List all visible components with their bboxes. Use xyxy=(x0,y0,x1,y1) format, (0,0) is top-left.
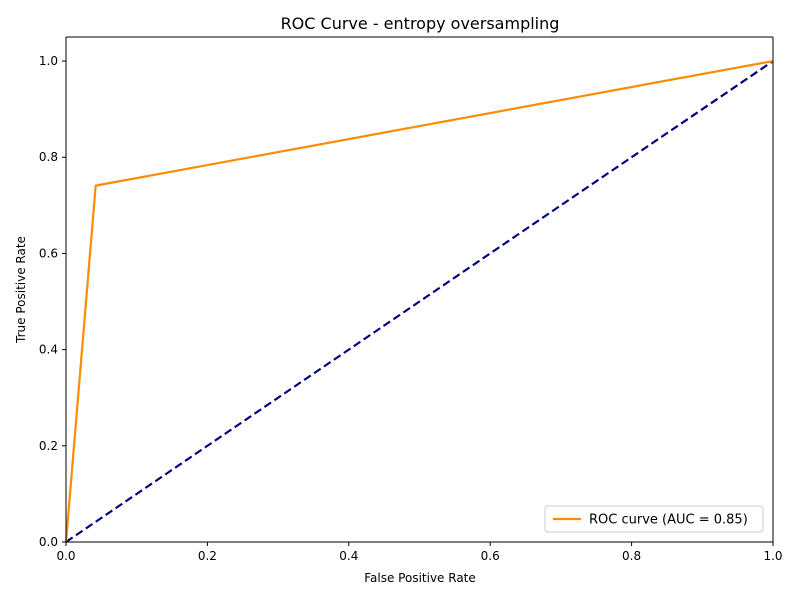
x-tick-label: 0.8 xyxy=(622,549,641,563)
y-tick-label: 0.2 xyxy=(39,439,58,453)
x-tick-label: 0.4 xyxy=(339,549,358,563)
x-axis-label: False Positive Rate xyxy=(364,571,476,585)
y-tick-label: 0.4 xyxy=(39,343,58,357)
y-tick-label: 0.0 xyxy=(39,535,58,549)
series-layer xyxy=(65,59,774,543)
legend: ROC curve (AUC = 0.85) xyxy=(544,505,764,533)
plot-background xyxy=(66,37,773,542)
y-tick-label: 1.0 xyxy=(39,54,58,68)
roc-curve-line xyxy=(65,59,774,543)
diagonal-reference-line xyxy=(65,60,774,543)
plot-area xyxy=(66,37,773,542)
x-tick-label: 1.0 xyxy=(763,549,782,563)
y-tick-label: 0.6 xyxy=(39,246,58,260)
y-tick-label: 0.8 xyxy=(39,150,58,164)
x-tick-label: 0.2 xyxy=(198,549,217,563)
x-tick-label: 0.0 xyxy=(56,549,75,563)
axes-layer xyxy=(65,36,774,543)
chart-title: ROC Curve - entropy oversampling xyxy=(281,14,560,33)
legend-label: ROC curve (AUC = 0.85) xyxy=(589,513,748,528)
x-tick-label: 0.6 xyxy=(481,549,500,563)
y-axis-label: True Positive Rate xyxy=(14,236,28,344)
ticks-layer: 0.0 0.2 0.4 0.6 0.8 1.0 0.0 0.2 0.4 0.6 0.8 1.0 xyxy=(39,54,783,563)
legend-box xyxy=(544,505,764,533)
